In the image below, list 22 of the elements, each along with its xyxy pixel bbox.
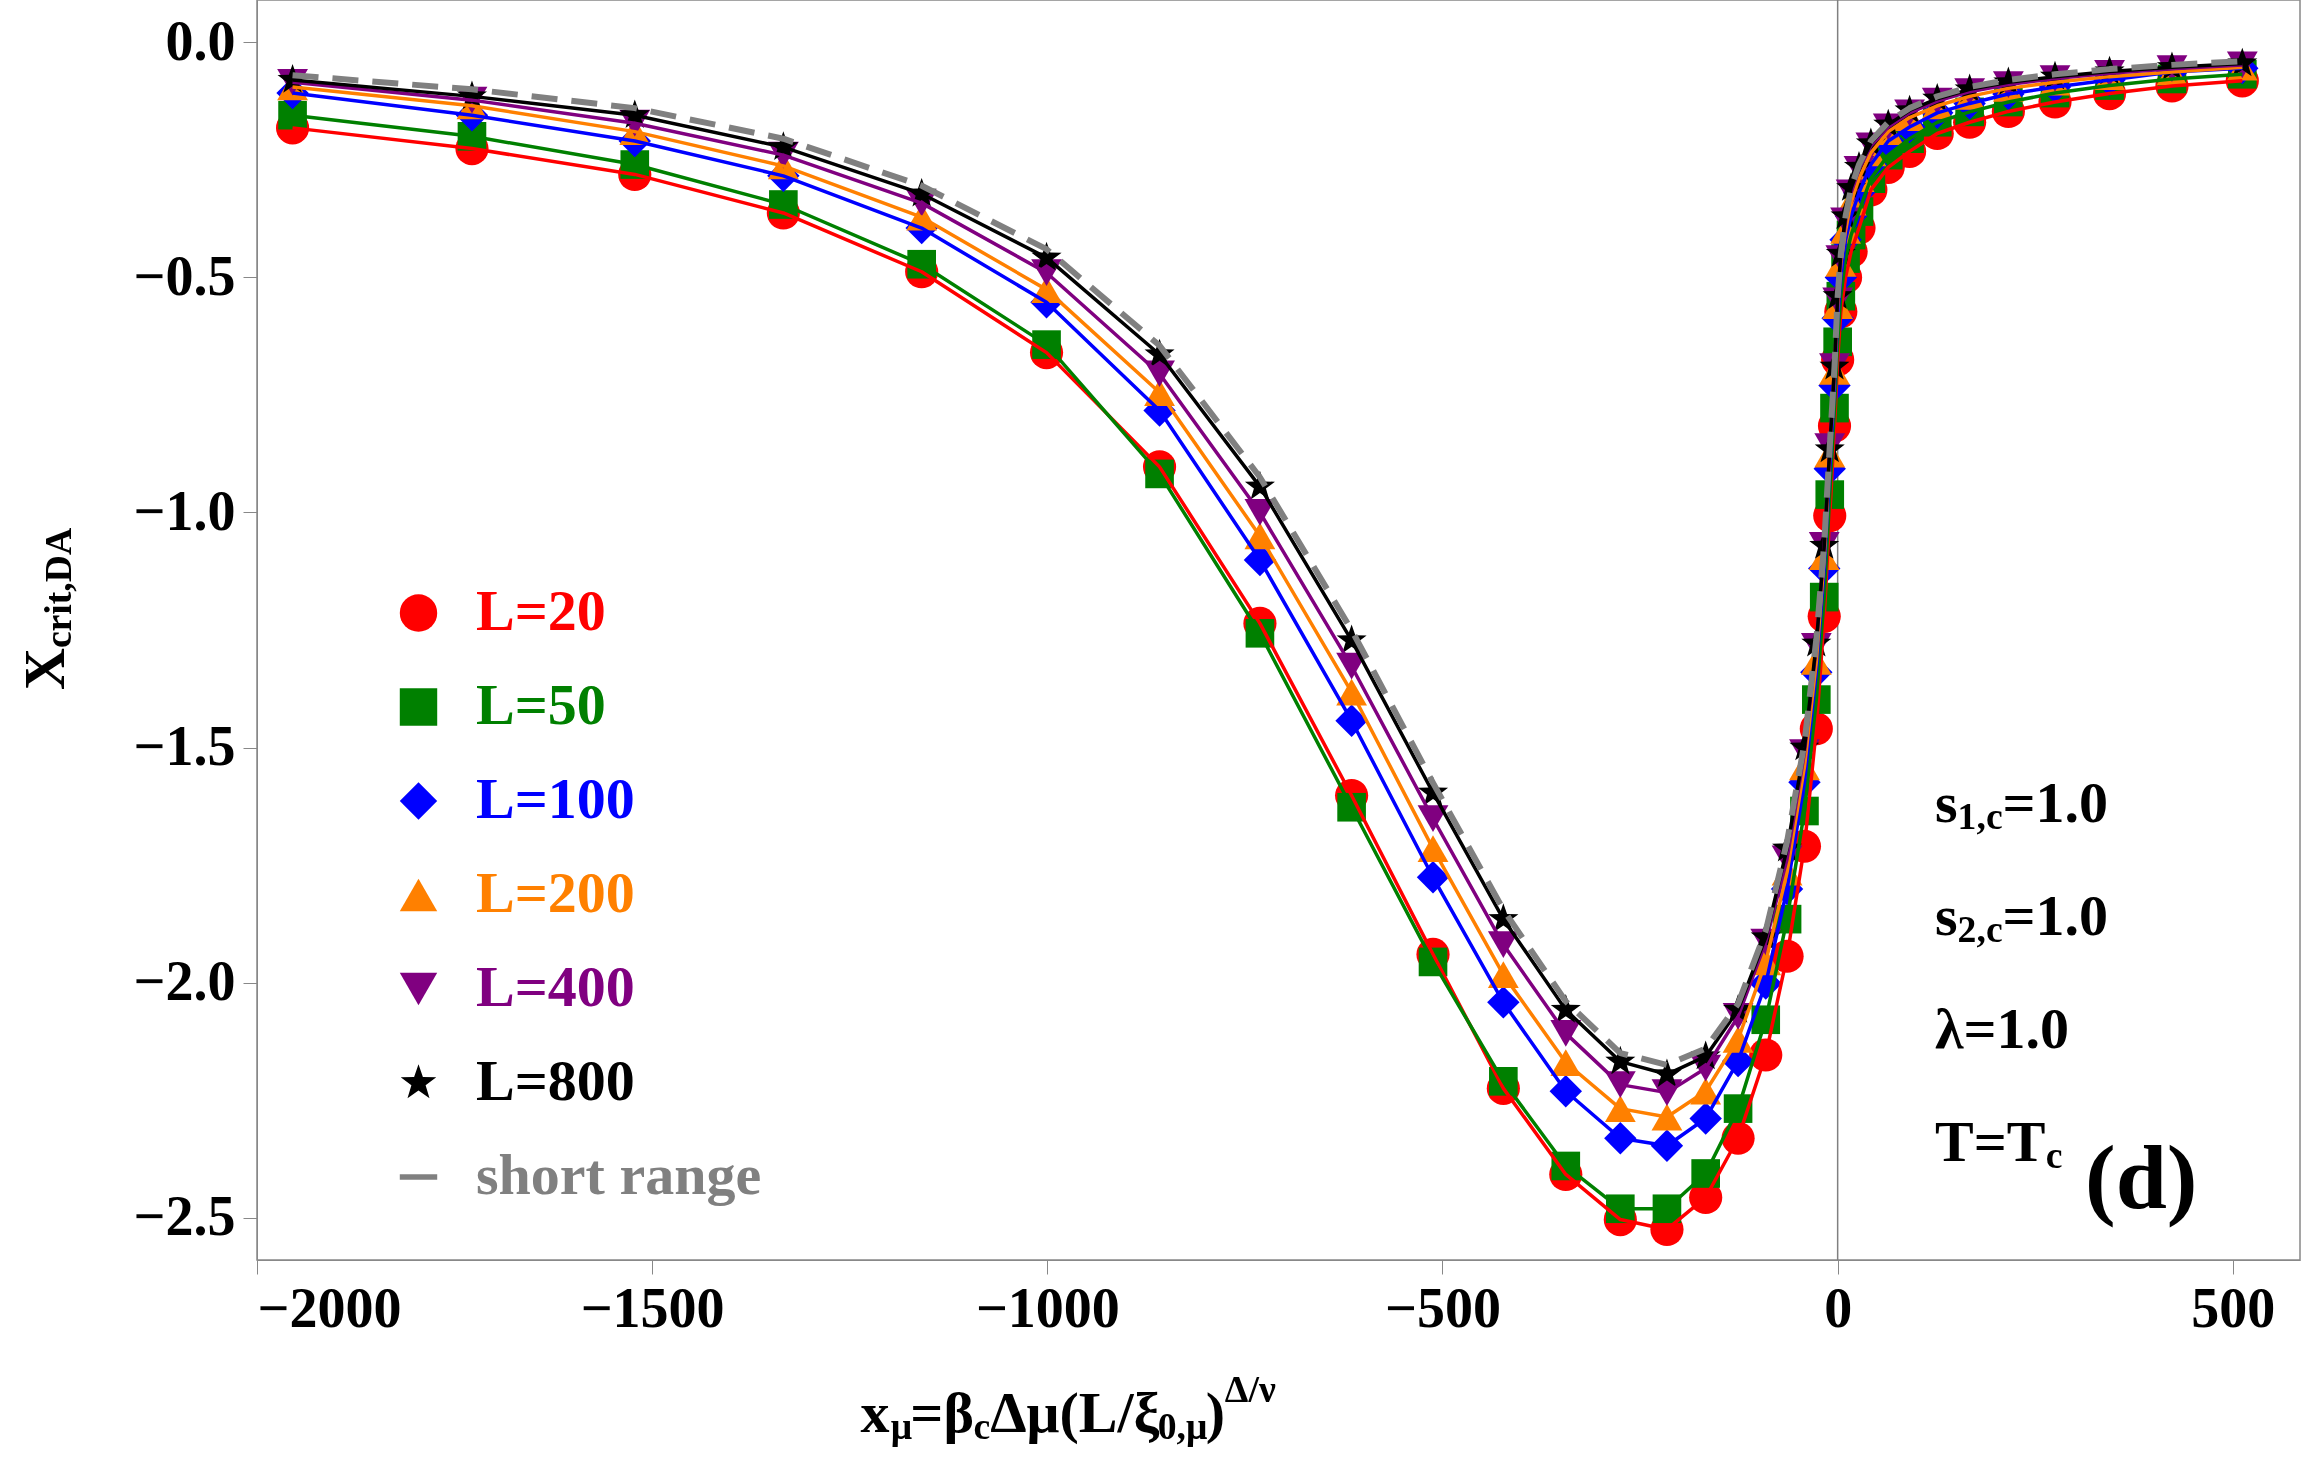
y-axis-title: Xcrit,DA xyxy=(12,527,79,690)
x-tick-label: −1500 xyxy=(580,1276,725,1339)
x-tick-label: −2000 xyxy=(257,1276,402,1339)
y-tick-label: −1.5 xyxy=(133,715,236,778)
legend-label: short range xyxy=(476,1142,762,1207)
legend-label: L=50 xyxy=(476,672,606,737)
legend-label: L=100 xyxy=(476,766,635,831)
x-tick-label: −1000 xyxy=(975,1276,1120,1339)
y-tick-label: −1.0 xyxy=(133,479,236,542)
y-tick-label: −2.5 xyxy=(133,1185,236,1248)
annotation: (d) xyxy=(2085,1126,2198,1228)
legend-label: L=20 xyxy=(476,578,606,643)
annotation: λ=1.0 xyxy=(1935,996,2070,1061)
y-tick-label: −0.5 xyxy=(133,244,236,307)
x-tick-label: −500 xyxy=(1385,1276,1501,1339)
y-tick-label: −2.0 xyxy=(133,950,236,1013)
legend-label: L=800 xyxy=(476,1048,635,1113)
legend-label: L=400 xyxy=(476,954,635,1019)
y-tick-label: 0.0 xyxy=(165,9,236,72)
x-tick-label: 500 xyxy=(2191,1276,2276,1339)
legend-label: L=200 xyxy=(476,860,635,925)
x-tick-label: 0 xyxy=(1824,1276,1853,1339)
